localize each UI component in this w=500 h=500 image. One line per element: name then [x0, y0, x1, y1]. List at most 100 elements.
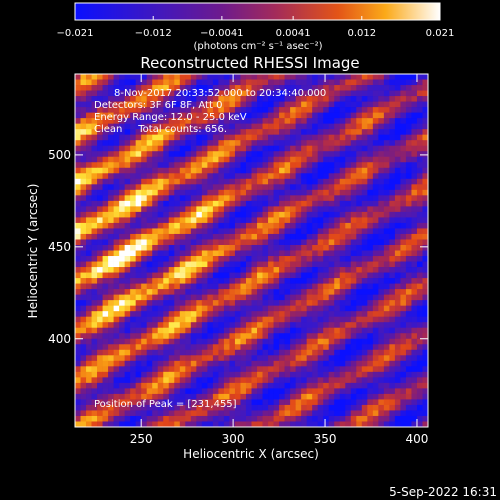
heatmap-cell — [97, 151, 103, 158]
heatmap-cell — [141, 112, 148, 119]
heatmap-cell — [416, 134, 423, 141]
heatmap-cell — [334, 167, 341, 174]
heatmap-cell — [163, 316, 170, 323]
heatmap-cell — [328, 316, 335, 323]
heatmap-cell — [146, 349, 153, 356]
heatmap-cell — [190, 211, 197, 218]
heatmap-cell — [124, 250, 131, 257]
heatmap-cell — [268, 333, 274, 340]
heatmap-cell — [279, 79, 285, 86]
heatmap-cell — [295, 360, 302, 367]
heatmap-cell — [152, 151, 159, 158]
heatmap-cell — [86, 300, 92, 307]
heatmap-cell — [185, 393, 192, 400]
heatmap-cell — [229, 366, 236, 373]
heatmap-cell — [400, 217, 407, 224]
heatmap-cell — [328, 278, 335, 284]
heatmap-cell — [91, 261, 98, 268]
heatmap-cell — [306, 184, 313, 191]
heatmap-cell — [350, 173, 357, 180]
heatmap-cell — [102, 421, 109, 428]
heatmap-cell — [80, 371, 87, 378]
heatmap-cell — [279, 371, 285, 378]
heatmap-cell — [102, 393, 109, 400]
heatmap-cell — [383, 211, 390, 218]
heatmap-cell — [108, 101, 114, 108]
heatmap-cell — [102, 349, 109, 356]
heatmap-cell — [262, 322, 269, 329]
heatmap-cell — [295, 74, 302, 80]
heatmap-cell — [212, 162, 219, 169]
heatmap-cell — [124, 360, 131, 367]
heatmap-cell — [146, 145, 153, 152]
heatmap-cell — [345, 151, 352, 158]
heatmap-cell — [240, 382, 247, 389]
heatmap-cell — [279, 338, 285, 345]
heatmap-cell — [323, 184, 330, 191]
heatmap-cell — [130, 250, 137, 257]
heatmap-cell — [229, 289, 236, 295]
heatmap-cell — [312, 322, 319, 329]
heatmap-cell — [422, 415, 429, 422]
heatmap-cell — [185, 90, 192, 97]
heatmap-cell — [190, 239, 197, 246]
heatmap-cell — [284, 250, 291, 257]
heatmap-cell — [157, 96, 164, 102]
heatmap-cell — [141, 101, 148, 108]
heatmap-cell — [196, 189, 203, 196]
heatmap-cell — [174, 366, 181, 373]
heatmap-cell — [179, 388, 186, 395]
heatmap-cell — [146, 322, 153, 329]
heatmap-cell — [367, 228, 374, 235]
heatmap-cell — [141, 333, 148, 340]
heatmap-cell — [185, 377, 192, 384]
heatmap-cell — [389, 173, 396, 180]
heatmap-cell — [251, 311, 258, 318]
heatmap-cell — [334, 278, 341, 284]
heatmap-cell — [141, 355, 148, 362]
heatmap-cell — [405, 333, 412, 340]
heatmap-cell — [262, 74, 269, 80]
heatmap-cell — [185, 222, 192, 229]
heatmap-cell — [251, 140, 258, 147]
heatmap-cell — [350, 211, 357, 218]
heatmap-cell — [124, 244, 131, 251]
heatmap-cell — [290, 289, 296, 295]
heatmap-cell — [135, 300, 142, 307]
heatmap-cell — [168, 366, 175, 373]
heatmap-cell — [108, 222, 114, 229]
heatmap-cell — [394, 399, 401, 406]
heatmap-cell — [91, 393, 98, 400]
heatmap-cell — [218, 316, 225, 323]
heatmap-cell — [389, 200, 396, 207]
heatmap-cell — [290, 316, 296, 323]
heatmap-cell — [86, 85, 92, 91]
heatmap-cell — [345, 250, 352, 257]
heatmap-cell — [279, 206, 285, 213]
heatmap-cell — [207, 421, 214, 428]
heatmap-cell — [168, 200, 175, 207]
heatmap-cell — [86, 228, 92, 235]
heatmap-cell — [152, 360, 159, 367]
colorbar-tick-label: −0.021 — [56, 28, 93, 39]
heatmap-cell — [389, 388, 396, 395]
heatmap-cell — [234, 151, 241, 158]
heatmap-cell — [80, 123, 87, 130]
heatmap-cell — [168, 316, 175, 323]
heatmap-cell — [75, 349, 81, 356]
heatmap-cell — [290, 74, 296, 80]
heatmap-cell — [400, 206, 407, 213]
heatmap-cell — [168, 85, 175, 91]
heatmap-cell — [378, 360, 385, 367]
heatmap-cell — [174, 178, 181, 185]
heatmap-cell — [141, 256, 148, 262]
heatmap-cell — [196, 90, 203, 97]
heatmap-cell — [422, 195, 429, 202]
heatmap-cell — [80, 344, 87, 351]
heatmap-cell — [130, 162, 137, 169]
heatmap-cell — [405, 278, 412, 284]
heatmap-cell — [80, 382, 87, 389]
heatmap-cell — [268, 145, 274, 152]
heatmap-cell — [411, 233, 418, 240]
heatmap-cell — [389, 189, 396, 196]
